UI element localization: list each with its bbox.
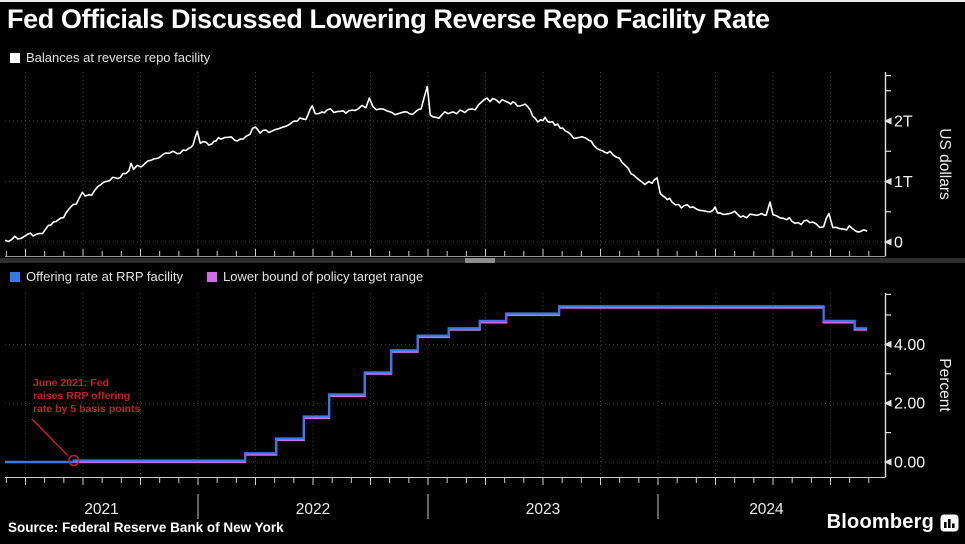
bloomberg-wordmark: Bloomberg — [826, 511, 934, 533]
lower-bound-legend-swatch — [207, 271, 218, 282]
x-year-label: 2021 — [84, 501, 118, 518]
source-credit: Source: Federal Reserve Bank of New York — [8, 520, 284, 535]
y-tick-label: 0.00 — [894, 455, 925, 472]
y-tick-arrow — [884, 458, 892, 466]
y-tick-label: 2T — [894, 114, 913, 131]
balances-legend-label: Balances at reverse repo facility — [26, 50, 211, 65]
legend-balances: Balances at reverse repo facility — [10, 50, 210, 65]
y-tick-arrow — [884, 177, 892, 186]
y-tick-label: 2.00 — [894, 396, 925, 413]
chart-title: Fed Officials Discussed Lowering Reverse… — [7, 4, 770, 34]
y-tick-arrow — [884, 238, 892, 246]
bloomberg-logo: Bloomberg — [827, 511, 959, 534]
offering-rate-series-line — [5, 305, 868, 464]
balances-series-line — [4, 85, 868, 243]
x-year-label: 2023 — [526, 501, 560, 518]
annotation-arrow — [31, 418, 69, 457]
balances-legend-swatch — [10, 52, 20, 63]
y-tick-label: 0 — [894, 235, 903, 252]
annotation-target-circle — [68, 454, 80, 467]
panel-divider — [0, 258, 965, 263]
offering-rate-legend-swatch — [10, 271, 20, 282]
top-border-line — [0, 0, 965, 2]
legend-rates: Offering rate at RRP facility Lower boun… — [10, 269, 423, 284]
y-tick-label: 4.00 — [894, 337, 925, 354]
y-axis-name: US dollars — [936, 128, 953, 200]
y-tick-arrow — [884, 117, 892, 125]
y-axis-name: Percent — [936, 358, 953, 412]
x-year-label: 2024 — [749, 501, 784, 518]
y-tick-arrow — [884, 340, 892, 348]
panel-divider-handle[interactable] — [465, 258, 495, 263]
y-tick-arrow — [884, 399, 892, 407]
bloomberg-mark-icon — [940, 514, 959, 531]
y-tick-label: 1T — [894, 174, 913, 191]
offering-rate-legend-label: Offering rate at RRP facility — [26, 269, 184, 284]
x-year-label: 2022 — [296, 501, 330, 518]
june-2021-annotation: June 2021: Fed raises RRP offering rate … — [33, 377, 141, 415]
lower-bound-legend-label: Lower bound of policy target range — [223, 269, 424, 284]
